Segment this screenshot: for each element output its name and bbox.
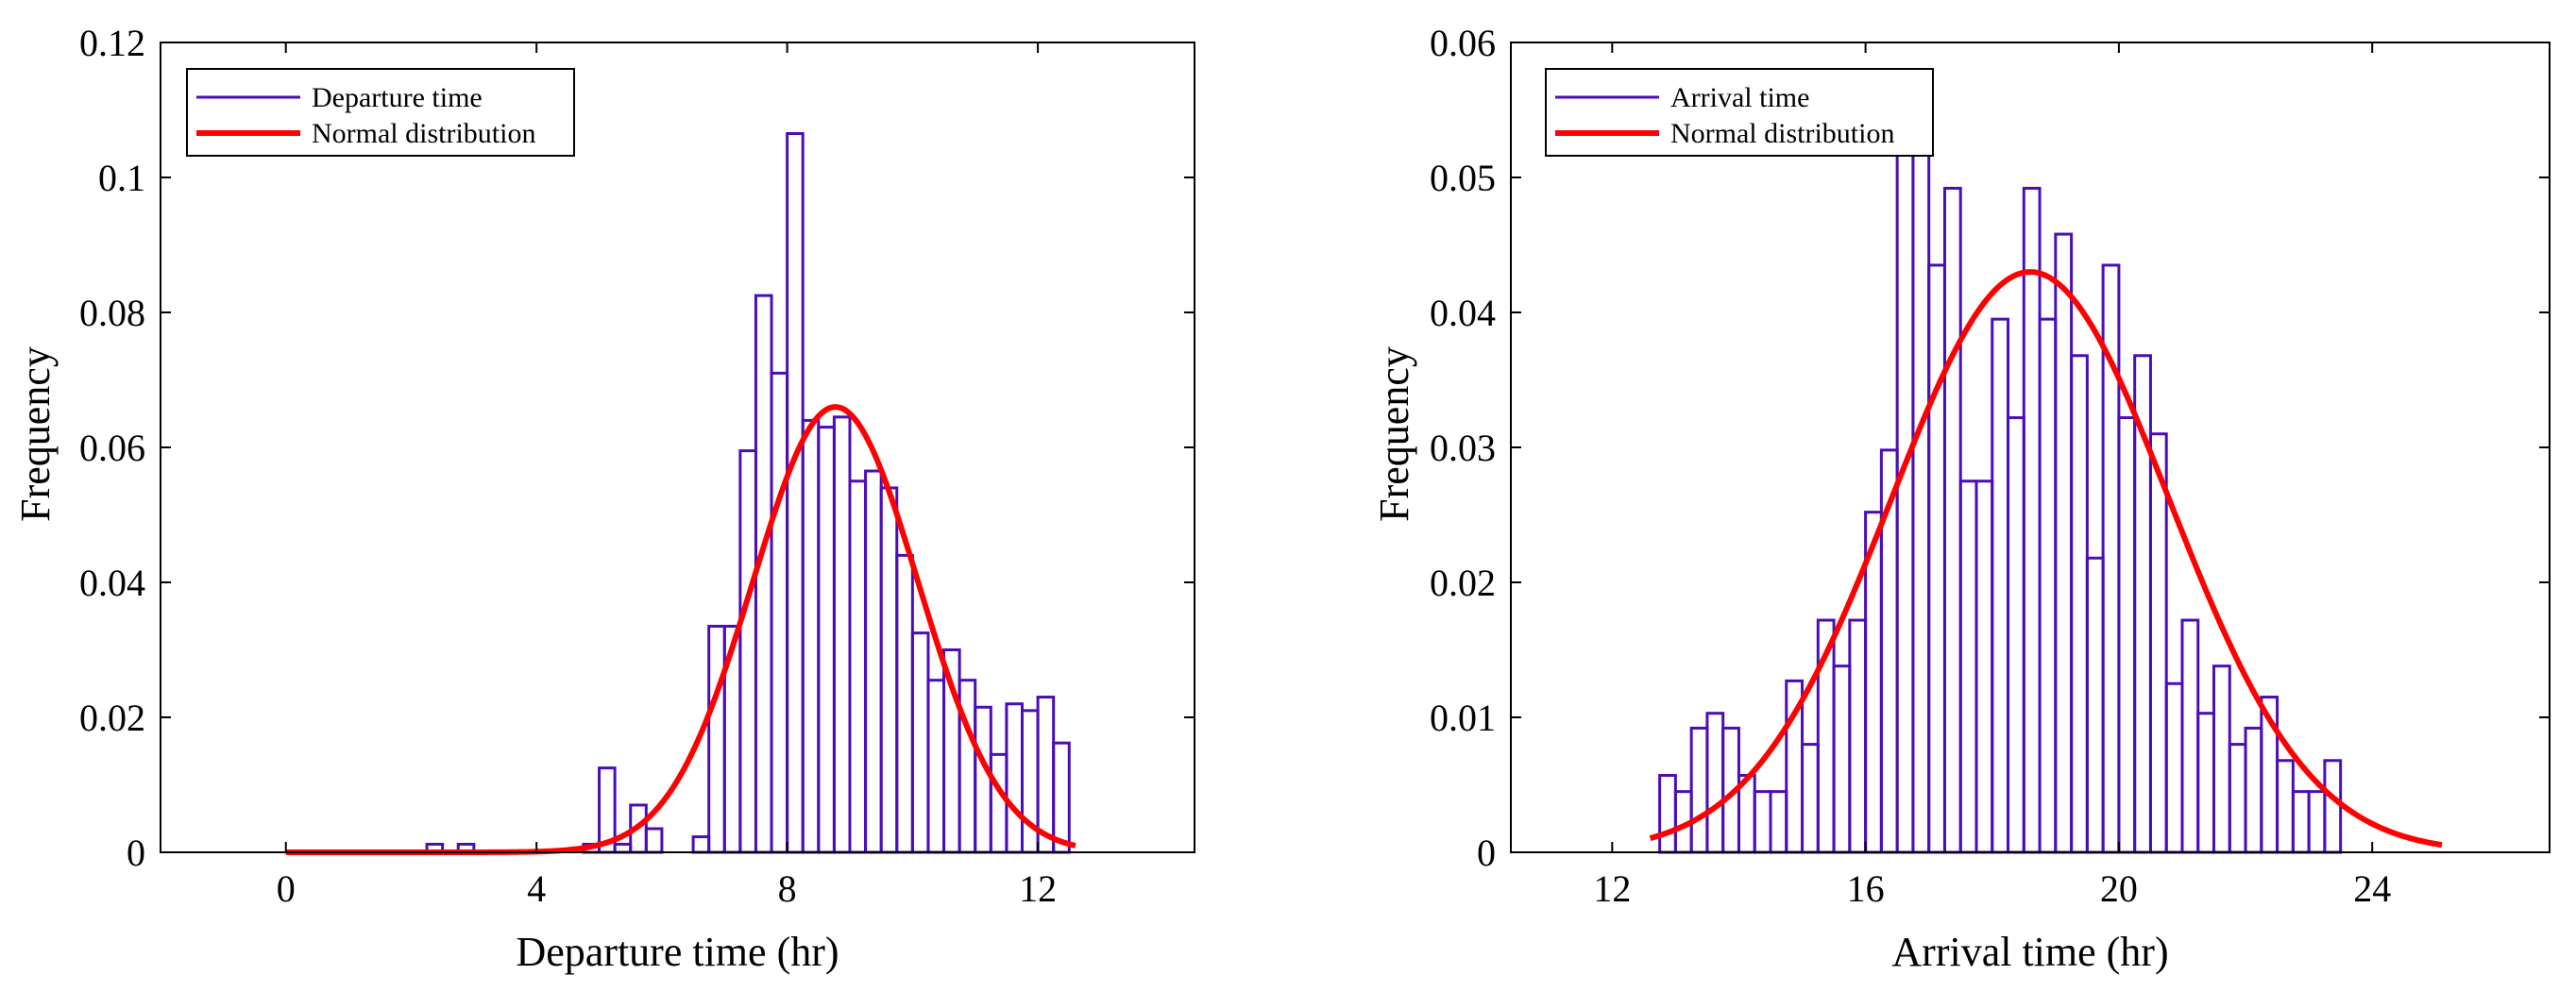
departure-y-tick-labels: 0 0.02 0.04 0.06 0.08 0.1 0.12 xyxy=(79,22,145,874)
departure-x-tick-label: 4 xyxy=(527,867,546,910)
departure-y-tick-label: 0.06 xyxy=(79,427,145,469)
arrival-x-tick-labels: 12 16 20 24 xyxy=(1593,867,2391,910)
arrival-legend-entry-histogram: Arrival time xyxy=(1670,82,1809,113)
departure-y-tick-label: 0.04 xyxy=(79,562,145,604)
arrival-y-tick-label: 0.01 xyxy=(1430,697,1496,739)
arrival-y-tick-label: 0.02 xyxy=(1430,562,1496,604)
arrival-x-tick-label: 12 xyxy=(1593,867,1631,910)
arrival-y-axis-label: Frequency xyxy=(1371,346,1417,522)
arrival-y-tick-label: 0.04 xyxy=(1430,292,1496,334)
departure-x-tick-label: 0 xyxy=(277,867,296,910)
arrival-y-tick-label: 0 xyxy=(1477,832,1496,874)
arrival-y-tick-label: 0.03 xyxy=(1430,427,1496,469)
arrival-legend-box xyxy=(1545,68,1934,157)
arrival-ticks xyxy=(1511,42,2550,853)
departure-y-tick-label: 0.02 xyxy=(79,697,145,739)
departure-y-axis-label: Frequency xyxy=(12,346,59,522)
departure-x-tick-label: 12 xyxy=(1019,867,1057,910)
departure-legend-box xyxy=(186,68,575,157)
arrival-y-tick-label: 0.05 xyxy=(1430,157,1496,199)
arrival-x-tick-label: 16 xyxy=(1847,867,1885,910)
arrival-legend: Arrival time Normal distribution xyxy=(1545,68,1934,157)
departure-chart: 0 4 8 12 0 0.02 0.04 0.06 0.08 0.1 0.12 Departure… xyxy=(12,22,1195,975)
departure-y-tick-label: 0.12 xyxy=(79,22,145,64)
departure-legend-entry-histogram: Departure time xyxy=(312,82,483,113)
departure-y-tick-label: 0.1 xyxy=(98,157,145,199)
departure-y-tick-label: 0.08 xyxy=(79,292,145,334)
arrival-x-axis-label: Arrival time (hr) xyxy=(1891,929,2168,975)
departure-y-tick-label: 0 xyxy=(127,832,145,874)
departure-x-axis-label: Departure time (hr) xyxy=(516,929,839,975)
arrival-y-tick-label: 0.06 xyxy=(1430,22,1496,64)
departure-legend-entry-fit: Normal distribution xyxy=(312,118,535,149)
departure-legend: Departure time Normal distribution xyxy=(186,68,575,157)
arrival-legend-entry-fit: Normal distribution xyxy=(1670,118,1894,149)
arrival-x-tick-label: 20 xyxy=(2100,867,2138,910)
arrival-x-tick-label: 24 xyxy=(2353,867,2391,910)
arrival-chart: 12 16 20 24 0 0.01 0.02 0.03 0.04 0.05 0.06 Arriv… xyxy=(1371,22,2551,975)
arrival-y-tick-labels: 0 0.01 0.02 0.03 0.04 0.05 0.06 xyxy=(1430,22,1496,874)
departure-x-tick-labels: 0 4 8 12 xyxy=(277,867,1057,910)
arrival-normal-fit-line xyxy=(1649,269,2443,849)
departure-ticks xyxy=(161,42,1195,853)
departure-x-tick-label: 8 xyxy=(778,867,797,910)
